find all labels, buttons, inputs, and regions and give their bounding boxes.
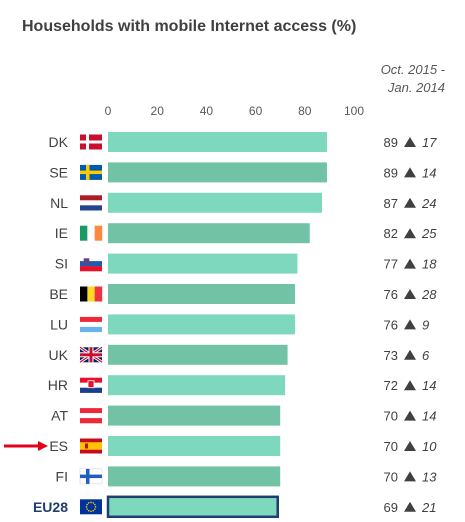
flag-hr-icon: [80, 377, 102, 393]
bar: [108, 405, 281, 426]
value-label: 69: [384, 500, 398, 515]
change-label: 21: [421, 500, 436, 515]
category-label: FI: [56, 468, 68, 484]
x-tick-label: 20: [151, 104, 165, 118]
bar: [108, 223, 310, 244]
bar: [108, 314, 295, 335]
flag-uk-icon: [79, 346, 103, 364]
up-triangle-icon: [404, 167, 416, 178]
category-label: NL: [50, 195, 68, 211]
change-label: 25: [421, 226, 437, 241]
up-triangle-icon: [404, 319, 416, 330]
chart-title: Households with mobile Internet access (…: [22, 18, 357, 35]
x-tick-label: 0: [105, 104, 112, 118]
up-triangle-icon: [404, 410, 416, 421]
value-label: 87: [384, 196, 398, 211]
up-triangle-icon: [404, 197, 416, 208]
value-label: 73: [384, 348, 398, 363]
flag-fi-icon: [79, 468, 103, 485]
change-period-header: Oct. 2015 - Jan. 2014: [381, 61, 445, 97]
up-triangle-icon: [404, 289, 416, 299]
up-triangle-icon: [404, 471, 416, 482]
bar: [108, 375, 286, 396]
category-label: IE: [55, 225, 68, 241]
up-triangle-icon: [404, 380, 416, 391]
category-label: BE: [49, 286, 68, 302]
up-triangle-icon: [404, 501, 416, 512]
x-tick-label: 60: [249, 104, 263, 118]
category-label: SE: [49, 164, 68, 180]
change-label: 6: [422, 348, 430, 363]
bar: [108, 162, 327, 183]
bar: [108, 344, 288, 365]
value-label: 77: [384, 257, 398, 272]
up-triangle-icon: [404, 441, 416, 451]
change-label: 14: [422, 378, 436, 393]
change-period-end: Jan. 2014: [387, 80, 445, 95]
flag-se-icon: [80, 164, 102, 180]
x-tick-label: 40: [200, 104, 214, 118]
change-label: 9: [422, 317, 429, 332]
flag-be-icon: [80, 286, 103, 302]
category-label: UK: [49, 347, 69, 363]
flag-eu28-icon: [80, 499, 102, 515]
bar: [108, 192, 323, 213]
flag-dk-icon: [80, 134, 102, 150]
category-label: AT: [51, 408, 68, 424]
flag-nl-icon: [80, 195, 102, 211]
value-label: 72: [384, 378, 398, 393]
x-tick-label: 80: [298, 104, 312, 118]
change-period-start: Oct. 2015 -: [380, 62, 445, 77]
value-label: 76: [384, 317, 398, 332]
x-tick-label: 100: [344, 104, 364, 118]
flag-lu-icon: [80, 316, 102, 333]
category-label: ES: [49, 438, 68, 454]
highlight-arrow-icon: [38, 441, 48, 451]
category-label: SI: [55, 256, 68, 272]
value-label: 70: [384, 409, 398, 424]
change-label: 14: [422, 409, 436, 424]
change-label: 10: [422, 439, 437, 454]
bar: [108, 436, 281, 456]
change-label: 17: [422, 135, 437, 150]
flag-at-icon: [80, 408, 102, 424]
value-label: 89: [384, 165, 398, 180]
category-label: EU28: [33, 499, 68, 515]
up-triangle-icon: [404, 228, 416, 239]
category-label: LU: [50, 316, 68, 332]
change-label: 18: [422, 257, 437, 272]
bar: [108, 284, 295, 304]
bar: [108, 253, 298, 274]
bar: [108, 466, 281, 487]
value-label: 70: [384, 439, 398, 454]
value-label: 76: [384, 287, 398, 302]
value-label: 82: [384, 226, 398, 241]
up-triangle-icon: [404, 258, 416, 269]
bar: [106, 495, 279, 519]
value-label: 89: [384, 135, 398, 150]
up-triangle-icon: [404, 137, 416, 147]
value-label: 70: [384, 469, 398, 484]
flag-es-icon: [80, 438, 102, 454]
change-label: 14: [422, 165, 436, 180]
change-label: 24: [421, 196, 436, 211]
flag-ie-icon: [80, 225, 103, 241]
change-label: 13: [422, 469, 437, 484]
up-triangle-icon: [404, 349, 416, 360]
bar: [108, 132, 327, 152]
change-label: 28: [421, 287, 437, 302]
flag-si-icon: [80, 256, 102, 272]
category-label: HR: [48, 377, 68, 393]
category-label: DK: [49, 134, 69, 150]
